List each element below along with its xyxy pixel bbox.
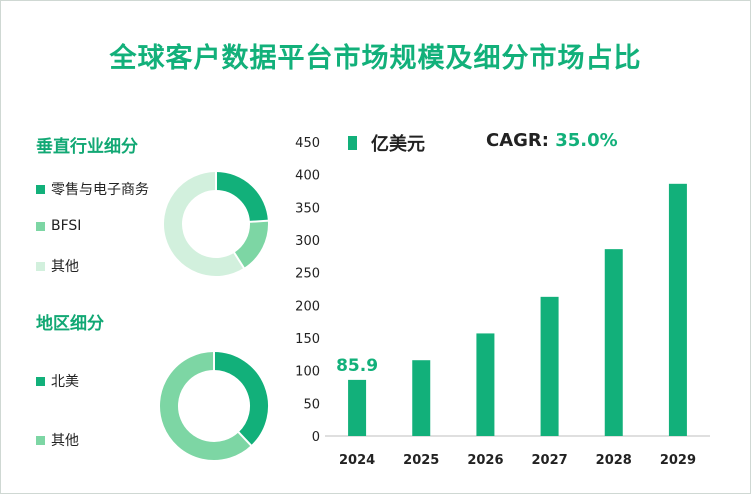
legend-swatch-vertical-other bbox=[36, 261, 45, 271]
region-donut-separator-1 bbox=[237, 430, 253, 447]
bar-2025 bbox=[412, 360, 431, 436]
y-tick-label-100: 100 bbox=[295, 365, 320, 380]
legend-item-bfsi: BFSI bbox=[36, 218, 81, 234]
region-donut-slice-0 bbox=[213, 352, 268, 446]
x-tick-label-2026: 2026 bbox=[467, 453, 503, 468]
region-section-title: 地区细分 bbox=[36, 314, 104, 334]
legend-label-retail: 零售与电子商务 bbox=[51, 182, 149, 198]
x-tick-label-2024: 2024 bbox=[339, 453, 375, 468]
legend-label-bfsi: BFSI bbox=[51, 218, 82, 234]
y-tick-label-300: 300 bbox=[295, 234, 320, 249]
legend-swatch-north-america bbox=[36, 376, 45, 386]
y-tick-label-400: 400 bbox=[295, 169, 320, 184]
y-tick-label-250: 250 bbox=[295, 267, 320, 282]
vertical-donut-separator-2 bbox=[232, 251, 246, 270]
bar-2029 bbox=[668, 183, 687, 436]
legend-item-retail: 零售与电子商务 bbox=[36, 179, 149, 199]
y-tick-label-150: 150 bbox=[295, 332, 320, 347]
bar-chart: 0 50 100 150 200 250 300 350 400 450 2024 85.9 2025 2… bbox=[295, 136, 710, 468]
bar-2024 bbox=[348, 379, 367, 436]
x-tick-label-2028: 2028 bbox=[596, 453, 632, 468]
data-label-2024: 85.9 bbox=[336, 356, 378, 376]
legend-label-region-other: 其他 bbox=[51, 433, 79, 449]
y-tick-label-200: 200 bbox=[295, 299, 320, 314]
chart-title: 全球客户数据平台市场规模及细分市场占比 bbox=[109, 43, 642, 74]
bar-legend-swatch bbox=[348, 136, 357, 150]
vertical-donut-slice-1 bbox=[233, 220, 268, 268]
legend-swatch-bfsi bbox=[36, 221, 45, 231]
x-tick-label-2029: 2029 bbox=[660, 453, 696, 468]
y-tick-label-350: 350 bbox=[295, 201, 320, 216]
bar-2028 bbox=[604, 249, 623, 436]
legend-label-north-america: 北美 bbox=[51, 374, 79, 390]
bar-legend-label: 亿美元 bbox=[371, 134, 425, 155]
legend-item-north-america: 北美 bbox=[36, 371, 79, 391]
x-tick-label-2027: 2027 bbox=[531, 453, 567, 468]
cagr-text: CAGR: 35.0% bbox=[486, 130, 618, 151]
vertical-donut-separator-1 bbox=[248, 219, 269, 223]
legend-item-vertical-other: 其他 bbox=[36, 256, 79, 276]
region-donut-slice-1 bbox=[160, 352, 251, 460]
legend-item-region-other: 其他 bbox=[36, 430, 79, 450]
vertical-section-title: 垂直行业细分 bbox=[36, 137, 138, 157]
vertical-donut-slice-0 bbox=[215, 172, 268, 223]
legend-swatch-region-other bbox=[36, 435, 45, 445]
legend-swatch-retail bbox=[36, 184, 45, 194]
bar-2026 bbox=[476, 333, 495, 436]
bar-2027 bbox=[540, 296, 559, 436]
cagr-label: CAGR: bbox=[486, 130, 556, 151]
y-tick-label-50: 50 bbox=[303, 397, 320, 412]
y-tick-label-450: 450 bbox=[295, 136, 320, 151]
x-tick-label-2025: 2025 bbox=[403, 453, 439, 468]
bar-legend: 亿美元 bbox=[348, 130, 425, 156]
y-tick-label-0: 0 bbox=[312, 430, 320, 445]
legend-label-vertical-other: 其他 bbox=[51, 259, 79, 275]
region-donut-chart bbox=[160, 351, 268, 460]
vertical-donut-chart bbox=[164, 171, 269, 276]
cagr-value: 35.0% bbox=[555, 130, 618, 151]
vertical-donut-slice-2 bbox=[164, 172, 244, 276]
